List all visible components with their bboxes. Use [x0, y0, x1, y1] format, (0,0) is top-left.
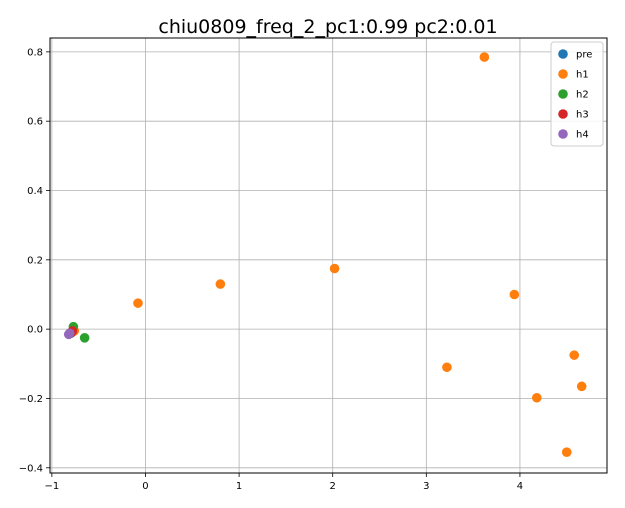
data-point-h1	[215, 279, 226, 289]
series-h4	[63, 328, 75, 340]
y-tick-label: 0.2	[27, 255, 43, 266]
data-point-h1	[509, 289, 520, 300]
data-point-h1	[561, 447, 572, 458]
data-point-h1	[531, 392, 542, 403]
y-tick-label: −0.4	[19, 463, 43, 474]
legend: pre h1 h2 h3 h4	[550, 41, 604, 147]
data-point-h1	[329, 263, 340, 274]
y-tick-label: 0.0	[27, 325, 43, 336]
x-tick-label: 4	[517, 481, 523, 492]
y-tick-label: 0.4	[27, 186, 43, 197]
x-tick-label: 1	[236, 481, 242, 492]
plot-area-frame	[49, 37, 608, 474]
data-point-h2	[79, 333, 90, 343]
data-point-h4	[64, 328, 75, 339]
legend-marker-h1	[558, 69, 568, 79]
legend-label-h2: h2	[576, 90, 589, 101]
x-tick-label: 0	[142, 481, 148, 492]
y-tick-label: −0.2	[19, 394, 43, 405]
x-tick-label: 2	[330, 481, 336, 492]
data-point-h1	[576, 381, 587, 392]
data-points	[63, 52, 587, 458]
data-point-h1	[442, 362, 452, 373]
grid	[50, 38, 607, 473]
legend-marker-pre	[558, 49, 568, 59]
axis-ticks: −1 0 1 2 3 4 −0.4 −0.2 0.0 0.2 0.4 0.6 0.8	[19, 47, 523, 492]
data-point-h1	[479, 52, 490, 62]
legend-marker-h3	[558, 109, 568, 119]
y-tick-label: 0.8	[27, 47, 43, 58]
legend-box	[550, 41, 604, 147]
data-point-h1	[569, 350, 580, 360]
legend-marker-h4	[558, 129, 568, 139]
legend-label-pre: pre	[576, 50, 592, 61]
legend-label-h4: h4	[576, 130, 589, 141]
x-tick-label: −1	[44, 481, 59, 492]
data-point-h1	[133, 298, 143, 308]
legend-label-h3: h3	[576, 110, 589, 121]
legend-label-h1: h1	[576, 70, 589, 81]
y-tick-label: 0.6	[27, 117, 43, 128]
chart-title: chiu0809_freq_2_pc1:0.99 pc2:0.01	[158, 16, 497, 38]
x-tick-label: 3	[423, 481, 429, 492]
series-h1	[69, 52, 587, 458]
legend-marker-h2	[558, 89, 568, 99]
